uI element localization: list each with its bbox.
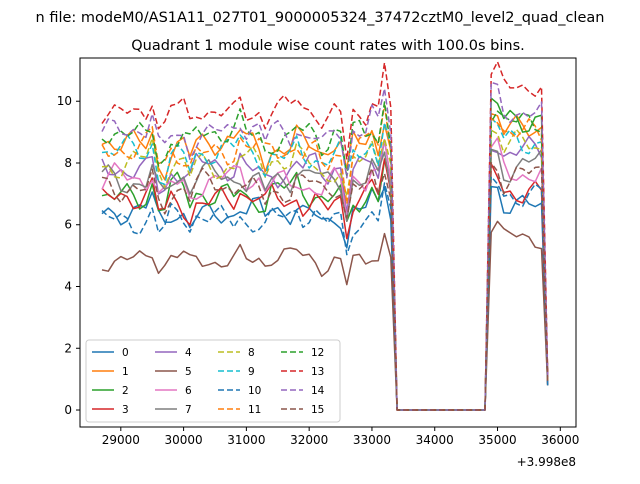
legend-label: 5 xyxy=(185,366,192,378)
legend-label: 15 xyxy=(311,404,324,416)
legend-item: 11 xyxy=(218,404,261,416)
x-tick-label: 31000 xyxy=(227,433,265,447)
legend-label: 14 xyxy=(311,385,325,397)
x-tick-label: 34000 xyxy=(416,433,454,447)
legend-item: 9 xyxy=(218,366,255,378)
legend-item: 8 xyxy=(218,347,255,359)
legend-item: 15 xyxy=(281,404,324,416)
legend-label: 4 xyxy=(185,347,192,359)
x-tick-label: 36000 xyxy=(541,433,579,447)
series-layer xyxy=(101,61,549,411)
axes-frame xyxy=(79,57,577,428)
legend-label: 9 xyxy=(248,366,255,378)
x-tick-label: 32000 xyxy=(290,433,328,447)
legend-item: 13 xyxy=(281,366,324,378)
legend-label: 13 xyxy=(311,366,324,378)
legend-item: 6 xyxy=(155,385,192,397)
legend-label: 12 xyxy=(311,347,324,359)
chart-title: Quadrant 1 module wise count rates with … xyxy=(131,38,525,54)
legend-label: 1 xyxy=(122,366,129,378)
series-line-15 xyxy=(101,161,549,411)
x-axis-offset-label: +3.998e8 xyxy=(517,455,576,469)
x-tick-label: 29000 xyxy=(102,433,140,447)
legend-item: 0 xyxy=(92,347,129,359)
x-tick-label: 33000 xyxy=(353,433,391,447)
legend-label: 2 xyxy=(122,385,129,397)
y-tick-label: 4 xyxy=(64,280,72,294)
series-line-14 xyxy=(101,81,549,411)
x-tick-label: 35000 xyxy=(478,433,516,447)
legend-label: 10 xyxy=(248,385,261,397)
legend-label: 7 xyxy=(185,404,192,416)
y-tick-label: 2 xyxy=(64,341,72,355)
y-tick-label: 10 xyxy=(57,94,72,108)
legend-label: 8 xyxy=(248,347,255,359)
legend-frame xyxy=(85,339,341,423)
legend-item: 1 xyxy=(92,366,129,378)
legend-label: 0 xyxy=(122,347,129,359)
legend-item: 12 xyxy=(281,347,324,359)
legend-item: 14 xyxy=(281,385,325,397)
legend-item: 10 xyxy=(218,385,261,397)
x-axis: 29000 30000 31000 32000 33000 34000 35000 36000 xyxy=(102,427,579,447)
y-axis: 0 2 4 6 8 10 xyxy=(57,94,80,417)
legend-label: 11 xyxy=(248,404,261,416)
y-tick-label: 6 xyxy=(64,218,72,232)
legend-item: 2 xyxy=(92,385,129,397)
legend-item: 5 xyxy=(155,366,192,378)
legend-item: 7 xyxy=(155,404,192,416)
x-tick-label: 30000 xyxy=(165,433,203,447)
figure-suptitle: n file: modeM0/AS1A11_027T01_9000005324_… xyxy=(36,10,605,26)
legend-label: 6 xyxy=(185,385,192,397)
legend-item: 4 xyxy=(155,347,192,359)
y-tick-label: 8 xyxy=(64,156,72,170)
legend-item: 3 xyxy=(92,404,129,416)
legend-label: 3 xyxy=(122,404,129,416)
y-tick-label: 0 xyxy=(64,403,72,417)
